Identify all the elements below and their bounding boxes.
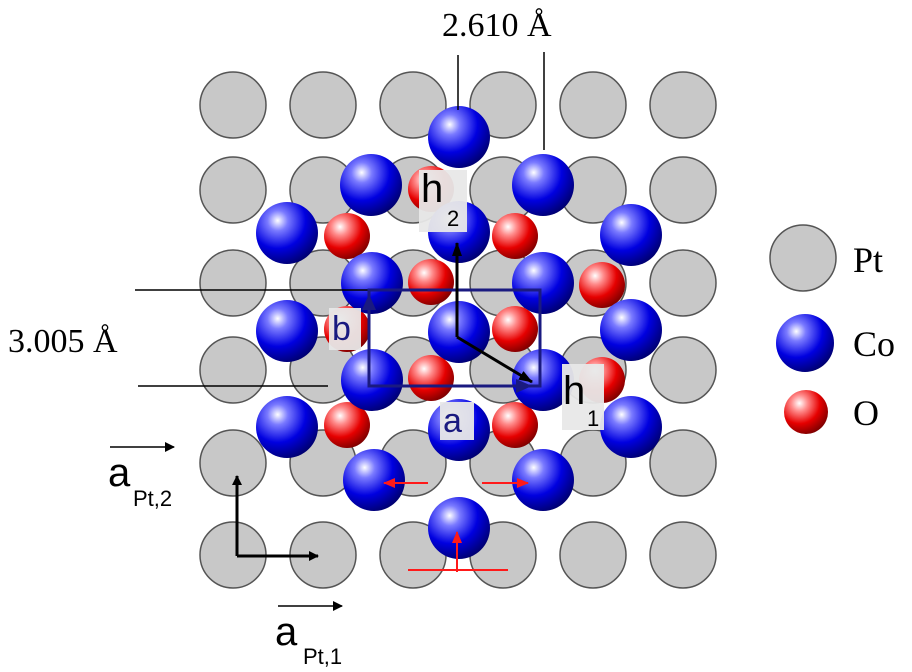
a-pt2-label: a <box>108 451 131 495</box>
vector-symbol-arrows <box>110 442 343 611</box>
unit-cell <box>362 288 542 393</box>
h1-label-box <box>562 364 604 430</box>
h-vectors <box>452 242 533 384</box>
label-boxes <box>329 170 604 440</box>
co-atom <box>600 396 662 458</box>
o-atom <box>492 402 538 448</box>
co-atom <box>256 396 318 458</box>
co-atom <box>512 349 574 411</box>
h2-label-box <box>419 170 467 232</box>
co-atom <box>512 252 574 314</box>
pt-atom <box>289 71 357 139</box>
pt-atom <box>649 71 717 139</box>
legend-pt-swatch <box>769 224 837 292</box>
pt-atom <box>649 249 717 317</box>
o-atom <box>324 402 370 448</box>
co-atom <box>256 300 318 362</box>
o-atom <box>408 355 454 401</box>
co-atom <box>512 449 574 511</box>
pt-atom <box>199 156 267 224</box>
substrate-axes <box>232 475 319 561</box>
h1-vector <box>456 335 533 384</box>
co-atom <box>512 154 574 216</box>
pt-atom <box>649 336 717 404</box>
co-atom <box>600 299 662 361</box>
legend-co-label: Co <box>853 324 895 364</box>
pt-atom <box>199 429 267 497</box>
pt-atom <box>559 71 627 139</box>
a-pt2-subscript: Pt,2 <box>133 486 172 511</box>
distance-label-top: 2.610 Å <box>442 7 552 44</box>
measurement-lines <box>135 52 545 387</box>
co-atom <box>256 202 318 264</box>
a-pt1-label: a <box>275 610 298 654</box>
pt-atom <box>199 336 267 404</box>
co-atom <box>341 349 403 411</box>
co-atom <box>428 497 490 559</box>
co-atom <box>341 252 403 314</box>
o-atom <box>324 213 370 259</box>
unit-cell-label-b: b <box>332 310 351 348</box>
pt-atom <box>559 521 627 589</box>
legend-pt-label: Pt <box>853 240 883 280</box>
legend-o-label: O <box>853 393 879 433</box>
pt-atom <box>469 71 537 139</box>
h1-label: h <box>563 369 585 413</box>
co-atom <box>340 154 402 216</box>
o-atom <box>492 306 538 352</box>
h1-subscript: 1 <box>587 406 599 431</box>
a-pt1-subscript: Pt,1 <box>303 644 342 669</box>
co-atom <box>428 106 490 168</box>
a-label-box <box>440 402 474 440</box>
o-atom <box>579 262 625 308</box>
co-atom <box>600 204 662 266</box>
displacement-arrows <box>383 478 529 572</box>
pt-atom <box>649 521 717 589</box>
legend-co-swatch <box>776 314 834 372</box>
co-atom <box>428 301 490 363</box>
b-label-box <box>329 308 361 350</box>
h2-label: h <box>421 167 443 211</box>
legend-o-swatch <box>784 390 828 434</box>
o-atom <box>408 259 454 305</box>
distance-label-left: 3.005 Å <box>8 323 118 360</box>
cobalt-atom-layer <box>256 106 662 559</box>
h2-subscript: 2 <box>447 206 459 231</box>
pt-atom <box>199 249 267 317</box>
unit-cell-label-a: a <box>443 402 462 440</box>
co-atom <box>343 449 405 511</box>
o-atom <box>492 213 538 259</box>
pt-atom <box>649 156 717 224</box>
pt-atom <box>649 429 717 497</box>
pt-atom <box>199 71 267 139</box>
legend: Pt Co O <box>769 224 895 434</box>
pt-atom <box>379 71 447 139</box>
